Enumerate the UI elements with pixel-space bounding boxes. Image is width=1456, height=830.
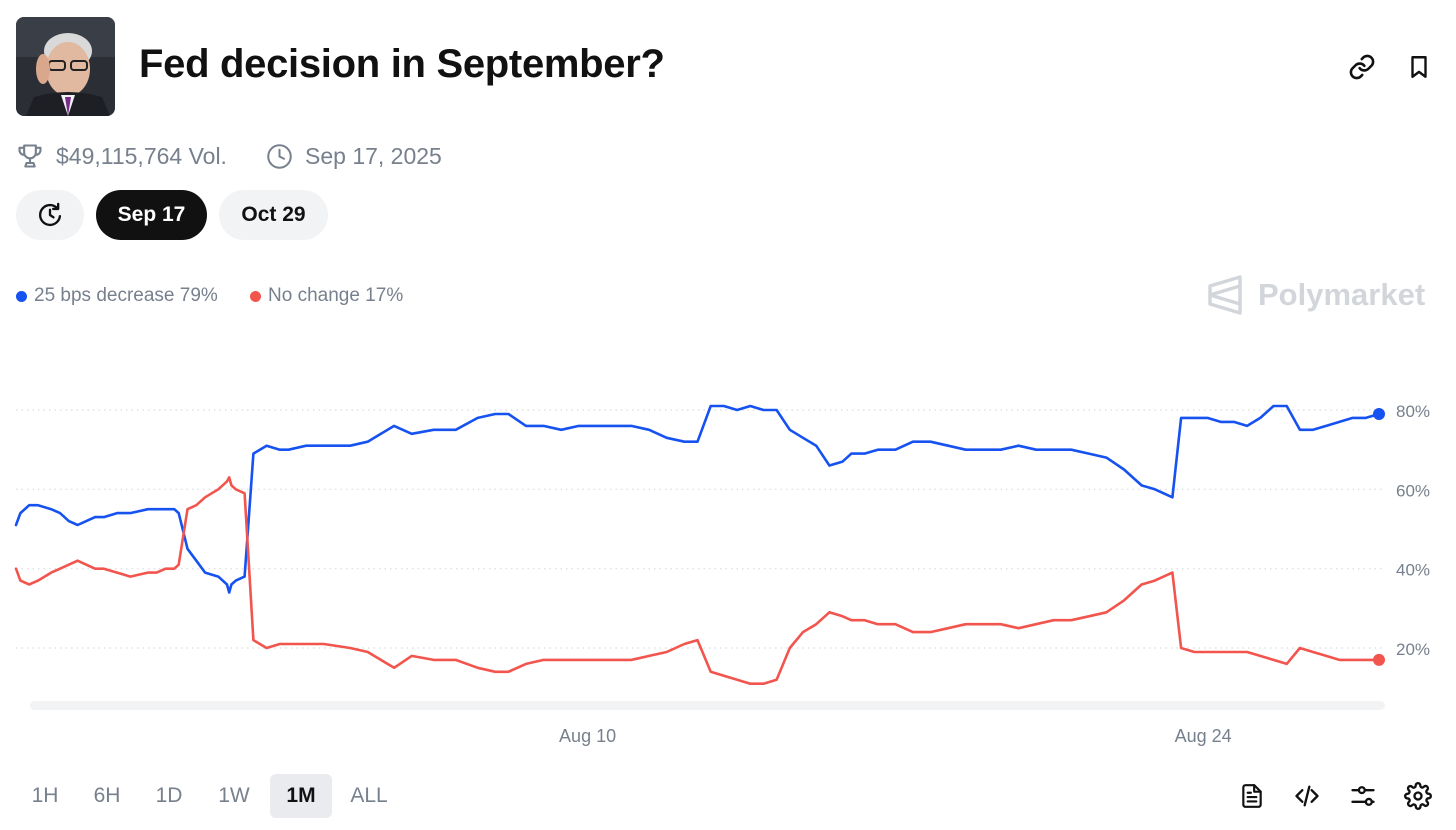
volume-value: $49,115,764 Vol. [56,142,227,169]
series-line-0 [14,404,1381,594]
legend-label: 25 bps decrease 79% [34,285,218,306]
clock-icon [267,143,292,169]
end-date-value: Sep 17, 2025 [305,142,442,169]
y-tick-label: 40% [1396,561,1430,580]
tab-sep-17[interactable]: Sep 17 [96,190,207,240]
y-tick-label: 20% [1396,640,1430,659]
tab-oct-29[interactable]: Oct 29 [219,190,328,240]
sliders-icon[interactable] [1347,780,1379,812]
series-end-marker-1 [1373,653,1385,666]
range-1m[interactable]: 1M [270,774,332,818]
page-title: Fed decision in September? [139,42,665,86]
document-icon[interactable] [1236,780,1268,812]
polymarket-logo-icon [1208,275,1242,315]
series-line-1 [14,476,1381,685]
legend-item-no-change: No change 17% [250,284,403,308]
y-tick-label: 60% [1396,481,1430,500]
x-tick-label: Aug 24 [1175,726,1232,746]
end-date-info: Sep 17, 2025 [266,140,442,172]
link-icon[interactable] [1345,50,1379,84]
y-tick-label: 80% [1396,402,1430,421]
legend-dot-blue [16,290,27,302]
range-1d[interactable]: 1D [155,784,183,807]
range-1w[interactable]: 1W [218,784,250,807]
legend-label: No change 17% [268,285,404,306]
legend-dot-red [250,290,261,302]
range-all[interactable]: ALL [350,784,388,807]
chart-scrubber-track[interactable] [30,701,1385,710]
code-icon[interactable] [1291,780,1323,812]
volume-info: $49,115,764 Vol. [16,140,227,172]
bookmark-icon[interactable] [1402,50,1436,84]
series-end-marker-0 [1373,407,1385,420]
market-image [16,17,115,116]
history-button[interactable] [16,190,84,240]
polymarket-watermark: Polymarket [1206,274,1425,316]
trophy-icon [18,144,42,168]
price-chart[interactable]: 80% 60% 40% 20% Aug 10 Aug 24 [0,380,1456,760]
range-1h[interactable]: 1H [31,784,59,807]
range-6h[interactable]: 6H [93,784,121,807]
x-tick-label: Aug 10 [559,726,616,746]
legend-item-25bps: 25 bps decrease 79% [16,284,218,308]
history-icon [38,202,62,227]
settings-icon[interactable] [1402,780,1434,812]
watermark-text: Polymarket [1258,277,1426,312]
